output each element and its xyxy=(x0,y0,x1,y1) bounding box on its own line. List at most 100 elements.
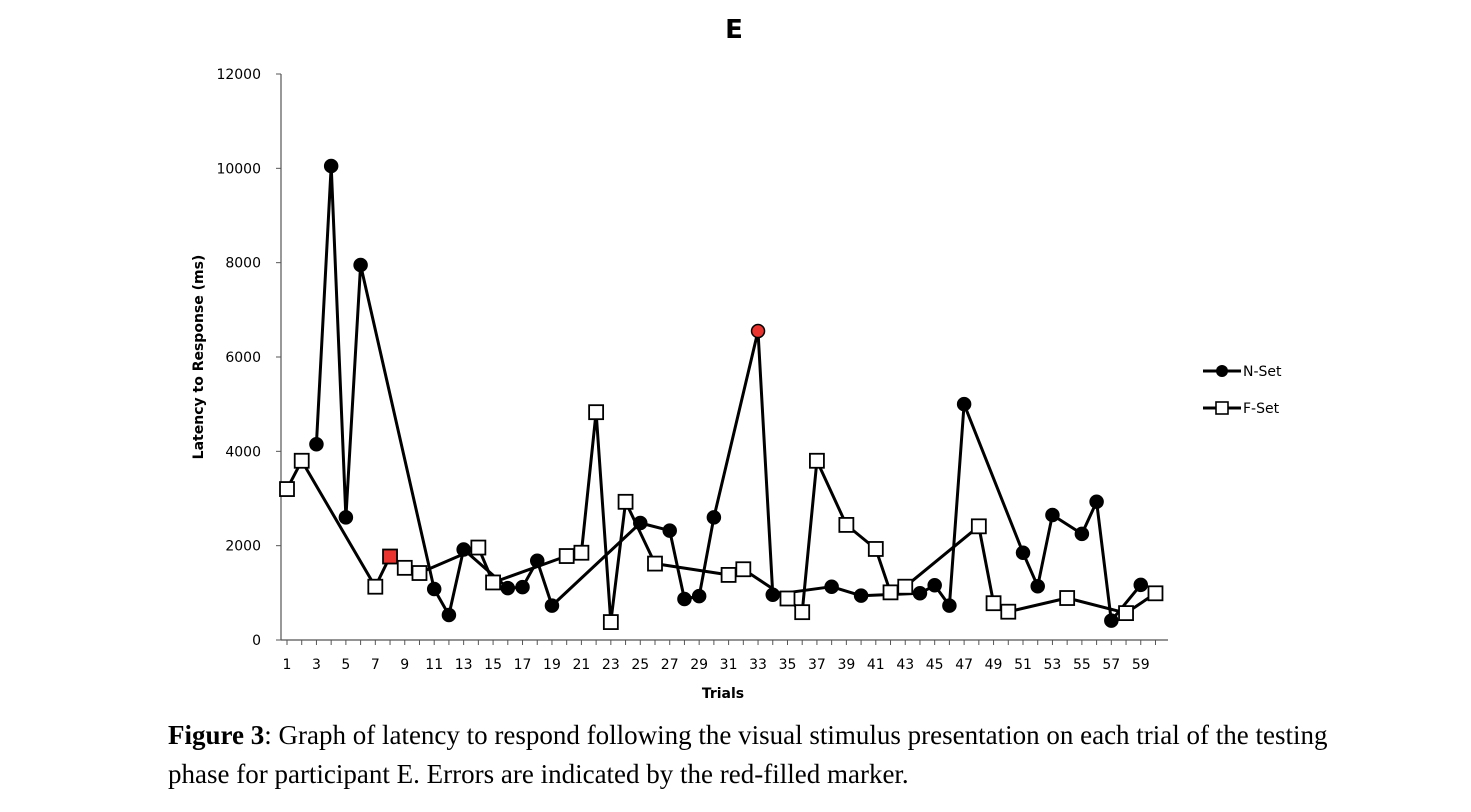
x-tick-label: 17 xyxy=(514,657,532,673)
data-point xyxy=(279,481,295,497)
y-tick-label: 10000 xyxy=(216,161,261,177)
data-point xyxy=(677,591,692,607)
x-tick-label: 7 xyxy=(371,657,380,673)
data-point xyxy=(779,590,796,607)
figure-caption: Figure 3: Graph of latency to respond fo… xyxy=(168,716,1328,794)
chart-title: E xyxy=(725,15,743,45)
data-point xyxy=(1104,613,1119,628)
x-tick-label: 35 xyxy=(779,657,797,673)
data-point xyxy=(573,544,590,561)
y-tick-label: 8000 xyxy=(225,256,261,272)
y-tick-label: 4000 xyxy=(225,444,261,460)
data-point xyxy=(602,614,619,630)
data-point xyxy=(824,579,839,594)
legend-marker xyxy=(1216,365,1228,377)
data-point xyxy=(293,452,310,469)
error-point xyxy=(382,548,398,565)
x-tick-label: 21 xyxy=(572,657,590,673)
x-tick-label: 47 xyxy=(955,657,973,673)
data-point xyxy=(1045,507,1060,523)
data-point xyxy=(912,586,928,601)
data-point xyxy=(558,548,575,564)
data-point xyxy=(1133,577,1149,593)
x-tick-label: 15 xyxy=(484,657,502,673)
x-tick-label: 53 xyxy=(1044,657,1062,673)
data-point xyxy=(441,607,457,623)
data-point xyxy=(867,541,884,557)
legend: N-Set F-Set xyxy=(1203,364,1282,417)
x-tick-label: 43 xyxy=(896,657,914,673)
data-point xyxy=(853,588,869,603)
data-point xyxy=(942,598,957,613)
x-tick-label: 45 xyxy=(926,657,944,673)
x-tick-label: 49 xyxy=(985,657,1003,673)
caption-text: : Graph of latency to respond following … xyxy=(168,720,1328,789)
data-point xyxy=(691,588,707,604)
x-tick-label: 25 xyxy=(631,657,649,673)
data-point xyxy=(367,578,384,595)
data-point xyxy=(720,567,737,583)
data-point xyxy=(927,578,942,593)
data-point xyxy=(470,539,487,556)
data-point xyxy=(794,604,811,621)
x-tick-label: 29 xyxy=(690,657,708,673)
y-axis-label: Latency to Response (ms) xyxy=(191,255,207,460)
x-tick-label: 19 xyxy=(543,657,561,673)
data-point xyxy=(411,565,428,581)
x-tick-label: 27 xyxy=(661,657,679,673)
data-point xyxy=(1030,578,1045,594)
x-tick-label: 51 xyxy=(1014,657,1032,673)
data-point xyxy=(1059,590,1076,606)
x-tick-label: 31 xyxy=(720,657,738,673)
data-point xyxy=(1015,545,1031,560)
y-tick-label: 2000 xyxy=(225,539,261,555)
x-tick-label: 39 xyxy=(837,657,855,673)
data-point xyxy=(588,404,605,421)
legend-label: N-Set xyxy=(1243,364,1282,380)
data-point xyxy=(765,587,781,602)
legend-marker xyxy=(1215,401,1229,415)
x-tick-label: 11 xyxy=(425,657,443,673)
x-tick-label: 23 xyxy=(602,657,620,673)
data-point xyxy=(897,578,914,595)
data-point xyxy=(1000,603,1017,620)
data-point xyxy=(1089,494,1104,510)
x-axis-label: Trials xyxy=(702,686,744,702)
x-tick-label: 9 xyxy=(400,657,409,673)
data-point xyxy=(809,452,825,469)
data-point xyxy=(662,523,677,538)
data-point xyxy=(485,574,501,591)
data-point xyxy=(956,396,972,412)
data-point xyxy=(735,561,752,578)
data-point xyxy=(1074,526,1090,542)
data-point xyxy=(706,510,722,525)
x-tick-label: 57 xyxy=(1102,657,1120,673)
data-point xyxy=(617,493,634,510)
x-tick-label: 1 xyxy=(283,657,292,673)
data-point xyxy=(970,518,987,535)
series-layer xyxy=(279,158,1164,630)
data-point xyxy=(633,515,648,531)
data-point xyxy=(323,158,339,174)
data-point xyxy=(529,553,545,569)
data-point xyxy=(338,510,354,525)
x-tick-label: 37 xyxy=(808,657,826,673)
legend-label: F-Set xyxy=(1243,401,1280,417)
y-tick-label: 12000 xyxy=(216,67,261,83)
caption-label: Figure 3 xyxy=(168,720,265,750)
data-point xyxy=(1118,605,1134,622)
data-point xyxy=(396,559,413,576)
data-point xyxy=(309,437,324,452)
x-tick-label: 13 xyxy=(455,657,473,673)
data-point xyxy=(353,257,368,273)
data-point xyxy=(838,517,855,533)
data-point xyxy=(500,580,516,596)
data-point xyxy=(882,584,899,601)
x-tick-label: 3 xyxy=(312,657,321,673)
data-point xyxy=(456,542,471,557)
y-tick-label: 6000 xyxy=(225,350,261,366)
y-axis-ticks: 0 2000 4000 6000 8000 10000 12000 xyxy=(216,67,281,649)
data-point xyxy=(544,598,560,613)
